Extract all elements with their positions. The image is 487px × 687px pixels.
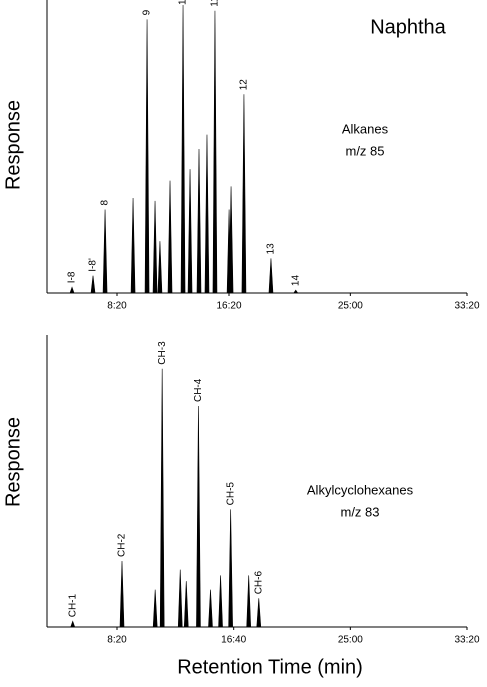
- peak: [293, 289, 299, 294]
- peak: [183, 581, 189, 628]
- chart-title: Naphtha: [370, 16, 446, 38]
- peak: [187, 169, 193, 294]
- peak: [152, 589, 158, 628]
- peak: [268, 258, 274, 294]
- x-tick-label: 16:20: [216, 301, 241, 312]
- peak-label: CH-4: [193, 378, 204, 402]
- peak: [196, 406, 201, 628]
- peak: [228, 186, 234, 294]
- y-axis-label: Response: [2, 100, 24, 190]
- x-axis-label: Retention Time (min): [177, 656, 363, 678]
- annotation: Alkylcyclohexanes: [307, 482, 414, 497]
- peak: [246, 575, 252, 628]
- peak: [159, 368, 165, 628]
- peak: [144, 19, 150, 294]
- peak-label: I-8: [67, 271, 78, 283]
- peak: [167, 180, 173, 294]
- annotation: m/z 83: [340, 504, 379, 519]
- peak-label: 9: [142, 9, 153, 15]
- peak-label: 8: [100, 199, 111, 205]
- peak-label: I-8': [88, 258, 99, 272]
- peak-label: 13: [266, 243, 277, 255]
- peak: [228, 509, 233, 628]
- peak: [90, 275, 96, 294]
- peak: [256, 598, 262, 628]
- peak: [177, 569, 183, 628]
- peak: [130, 197, 136, 294]
- peak: [157, 241, 163, 294]
- peak: [241, 94, 247, 294]
- x-tick-label: 8:20: [107, 301, 127, 312]
- peak-label: 11: [210, 0, 221, 7]
- peak-label: 12: [239, 79, 250, 91]
- peak-label: CH-2: [117, 533, 128, 557]
- peak-label: CH-6: [253, 571, 264, 595]
- peak-label: CH-3: [157, 341, 168, 365]
- peak: [69, 286, 75, 294]
- peak: [204, 134, 210, 294]
- peak-label: CH-5: [225, 482, 236, 506]
- x-tick-label: 8:20: [107, 635, 127, 646]
- peak: [152, 200, 158, 294]
- peak-label: 14: [290, 275, 301, 287]
- peak: [180, 4, 186, 294]
- x-tick-label: 25:00: [338, 635, 363, 646]
- peak: [212, 10, 218, 294]
- x-tick-label: 33:20: [454, 301, 479, 312]
- x-tick-label: 25:00: [338, 301, 363, 312]
- peak: [218, 575, 223, 628]
- peak: [102, 209, 108, 294]
- peak: [208, 589, 213, 628]
- annotation: m/z 85: [345, 143, 384, 158]
- peak: [196, 148, 202, 294]
- peak: [70, 620, 76, 628]
- peak-label: 10: [178, 0, 189, 5]
- peak-label: CH-1: [67, 593, 78, 617]
- x-tick-label: 16:40: [221, 635, 246, 646]
- peak: [119, 560, 125, 628]
- y-axis-label: Response: [2, 417, 24, 507]
- x-tick-label: 33:20: [454, 635, 479, 646]
- annotation: Alkanes: [342, 121, 389, 136]
